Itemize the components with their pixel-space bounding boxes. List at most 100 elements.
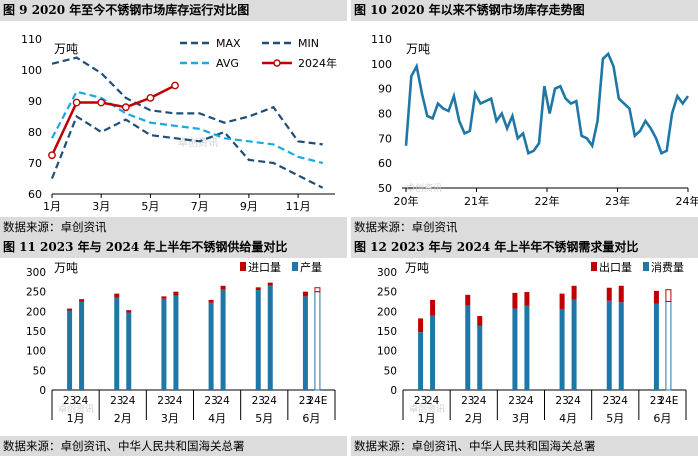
fig9-y-tick: 100: [21, 64, 42, 77]
fig9-point: [72, 98, 81, 107]
fig12-y-tick: 300: [377, 267, 397, 279]
fig11-group-label: 1月: [67, 412, 85, 425]
fig12-bar-top: [430, 299, 436, 316]
fig11-group-label: 5月: [255, 412, 273, 425]
fig12-bar-bottom: [618, 302, 624, 390]
fig12-y-tick: 200: [377, 306, 397, 318]
fig11-legend-swatch-top: [240, 262, 246, 271]
fig11-y-tick: 300: [26, 267, 46, 279]
fig12-bar-label: 23: [650, 395, 663, 407]
fig9-point: [97, 98, 106, 107]
fig11-title: 图 11 2023 年与 2024 年上半年不锈钢供给量对比: [0, 237, 347, 258]
fig12-group-label: 5月: [606, 412, 624, 425]
fig12-bar-label: 24E: [658, 395, 678, 407]
fig9-x-tick: 7月: [191, 200, 209, 213]
fig12-bar-bottom: [512, 308, 518, 390]
fig11-bar-top: [173, 291, 179, 296]
fig11-group-label: 4月: [208, 412, 226, 425]
fig12-bar-top: [512, 292, 518, 309]
fig11-bar-bottom: [255, 290, 261, 390]
fig12-bar-label: 24: [567, 395, 581, 407]
fig12-title: 图 12 2023 年与 2024 年上半年不锈钢需求量对比: [351, 237, 698, 258]
fig9-x-tick: 11月: [286, 200, 311, 213]
fig9-source: 数据来源：卓创资讯: [0, 217, 347, 237]
fig9-x-tick: 3月: [92, 200, 110, 213]
fig12-bar-top: [418, 318, 424, 333]
fig12-legend-label-top: 出口量: [599, 260, 632, 274]
fig11-y-tick: 150: [26, 326, 46, 338]
fig11-source: 数据来源：卓创资讯、中华人民共和国海关总署: [0, 436, 347, 456]
fig12-group-label: 4月: [559, 412, 577, 425]
fig12-group-label: 2月: [465, 412, 483, 425]
fig12-bar-top: [665, 289, 672, 303]
fig10-y-tick: 50: [378, 182, 392, 195]
fig12-bar-label: 23: [461, 395, 474, 407]
fig12-plot: 万吨05010015020025030023241月23242月23243月23…: [377, 260, 687, 425]
fig9-point: [121, 103, 130, 112]
fig9-chart: 万吨 60 70 80 90 100 110 1月 3月 5月 7月 9月 11月 卓创资讯 MAX MIN A…: [0, 21, 347, 217]
fig11-bar-top: [79, 299, 85, 302]
fig12-legend-swatch-top: [591, 262, 597, 271]
fig10-watermark: 卓创资讯: [406, 182, 442, 194]
fig12-bar-top: [618, 285, 624, 303]
fig10-x-tick: 22年: [535, 194, 560, 208]
fig12-bar-label: 24: [473, 395, 487, 407]
fig11-y-tick: 50: [33, 365, 46, 377]
fig12-y-tick: 0: [390, 385, 397, 397]
fig11-y-tick: 200: [26, 306, 46, 318]
fig11-bar-bottom: [126, 312, 132, 390]
fig12-y-tick: 50: [384, 365, 397, 377]
fig11-bar-label: 23: [299, 395, 312, 407]
fig12-group-label: 3月: [512, 412, 530, 425]
fig11-bar-label: 24: [216, 395, 230, 407]
fig12-bar-bottom: [477, 325, 483, 390]
fig11-y-tick: 250: [26, 287, 46, 299]
fig9-y-tick: 60: [28, 188, 42, 201]
fig12-bar-top: [571, 285, 577, 300]
fig12-bar-top: [477, 316, 483, 326]
fig12-bar-bottom: [665, 301, 672, 391]
fig12-unit-label: 万吨: [405, 261, 429, 275]
fig11-bar-top: [126, 310, 132, 313]
fig11-bar-top: [220, 285, 226, 290]
fig10-source: 数据来源：卓创资讯: [351, 217, 698, 237]
fig9-series-line: [50, 84, 176, 156]
fig11-bar-bottom: [114, 297, 120, 390]
fig11-chart: 万吨 0 50 100 150 200 250 300 23 24 1月 23 24 2月 23 24 3月 23…: [0, 258, 347, 434]
fig10-x-tick: 24年: [676, 194, 698, 208]
fig11-bar-bottom: [208, 302, 214, 390]
fig12-y-tick: 100: [377, 346, 397, 358]
fig9-legend-label: AVG: [216, 57, 239, 70]
fig12-bar-label: 24: [426, 395, 440, 407]
fig10-title: 图 10 2020 年以来不锈钢市场库存走势图: [351, 0, 698, 21]
fig12-bar-top: [559, 293, 565, 310]
fig12-bar-bottom: [430, 315, 436, 390]
fig12-bar-label: 23: [508, 395, 521, 407]
fig12-bar-top: [606, 287, 612, 301]
fig11-group-label: 3月: [161, 412, 179, 425]
fig12-bar-bottom: [418, 332, 424, 390]
fig9-unit-label: 万吨: [54, 42, 78, 56]
fig10-x-tick: 23年: [605, 194, 630, 208]
fig12-bar-label: 23: [414, 395, 427, 407]
fig11-bar-top: [161, 296, 167, 299]
fig11-y-tick: 0: [39, 385, 46, 397]
fig12-y-tick: 150: [377, 326, 397, 338]
fig9-legend-label: MAX: [216, 37, 241, 50]
fig10-plot: 万吨 50 60 70 80 90 100 110 20年 21年 22年 23年 24年 卓创资讯: [371, 33, 698, 208]
fig11-bar-bottom: [67, 310, 73, 390]
fig11-unit-label: 万吨: [54, 261, 78, 275]
fig11-legend-label-top: 进口量: [248, 261, 281, 274]
fig12-bar-bottom: [524, 305, 530, 390]
fig11-group-label: 6月: [302, 412, 320, 425]
fig11-bar-label: 23: [157, 395, 170, 407]
fig12-bar-top: [653, 290, 659, 304]
fig11-bar-bottom: [173, 295, 179, 390]
fig9-y-tick: 110: [21, 33, 42, 46]
fig11-bar-bottom: [267, 285, 273, 390]
fig11-bar-label: 24: [75, 395, 89, 407]
fig10-y-tick: 60: [378, 157, 392, 170]
fig9-series-line: [51, 90, 323, 165]
fig9-point: [48, 151, 56, 160]
fig11-group-label: 2月: [114, 412, 132, 425]
